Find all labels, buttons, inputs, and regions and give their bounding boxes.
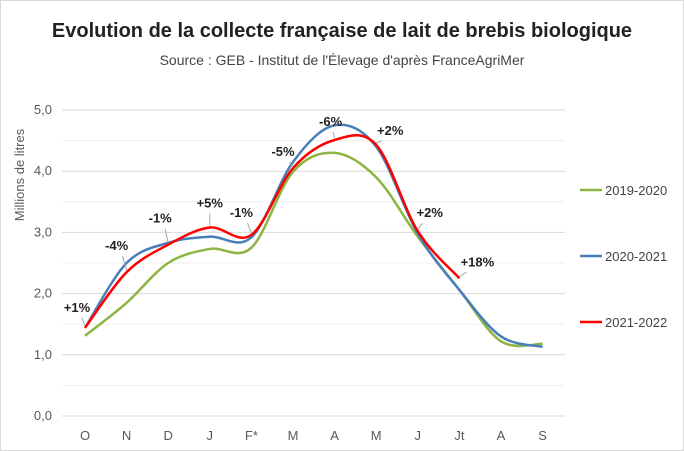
annotation-label: +1%: [64, 300, 91, 315]
x-tick-label: F*: [245, 428, 258, 443]
x-tick-label: J: [415, 428, 422, 443]
x-tick-label: A: [497, 428, 506, 443]
x-tick-label: M: [288, 428, 299, 443]
y-tick-label: 0,0: [34, 408, 52, 423]
annotation-leader: [164, 228, 169, 243]
annotation-leader: [122, 256, 128, 271]
annotation-leader: [459, 271, 467, 277]
annotation-leader: [376, 140, 382, 144]
legend-label: 2019-2020: [605, 183, 667, 198]
legend-label: 2020-2021: [605, 249, 667, 264]
x-tick-label: M: [371, 428, 382, 443]
y-axis-label: Millions de litres: [12, 128, 27, 221]
annotation-label: -1%: [230, 205, 254, 220]
y-tick-label: 1,0: [34, 347, 52, 362]
annotation-leader: [81, 317, 86, 327]
x-tick-label: A: [330, 428, 339, 443]
annotation-label: +18%: [461, 254, 495, 269]
chart-subtitle: Source : GEB - Institut de l'Élevage d'a…: [159, 52, 525, 68]
annotation-label: +2%: [417, 205, 444, 220]
chart-title: Evolution de la collecte française de la…: [51, 20, 633, 42]
series-line-2020-2021: [83, 123, 543, 349]
x-tick-label: S: [538, 428, 547, 443]
annotation-label: +2%: [377, 123, 404, 138]
x-tick-label: Jt: [454, 428, 465, 443]
annotation-label: +5%: [197, 196, 224, 211]
y-tick-label: 3,0: [34, 224, 52, 239]
annotation-label: -5%: [271, 144, 295, 159]
x-tick-label: N: [122, 428, 131, 443]
annotation-label: -6%: [319, 114, 343, 129]
x-tick-label: J: [207, 428, 214, 443]
y-tick-label: 4,0: [34, 163, 52, 178]
annotation-label: -4%: [105, 238, 129, 253]
annotation-leader: [288, 161, 294, 167]
series-line-2019-2020: [84, 151, 543, 348]
legend-label: 2021-2022: [605, 315, 667, 330]
y-tick-label: 2,0: [34, 286, 52, 301]
annotation-leader: [246, 222, 252, 234]
annotation-label: -1%: [149, 211, 173, 226]
x-tick-label: D: [164, 428, 173, 443]
x-tick-label: O: [80, 428, 90, 443]
annotation-leader: [332, 131, 336, 139]
annotation-leader: [417, 222, 423, 230]
y-tick-label: 5,0: [34, 102, 52, 117]
series-line-2021-2022: [83, 134, 461, 329]
